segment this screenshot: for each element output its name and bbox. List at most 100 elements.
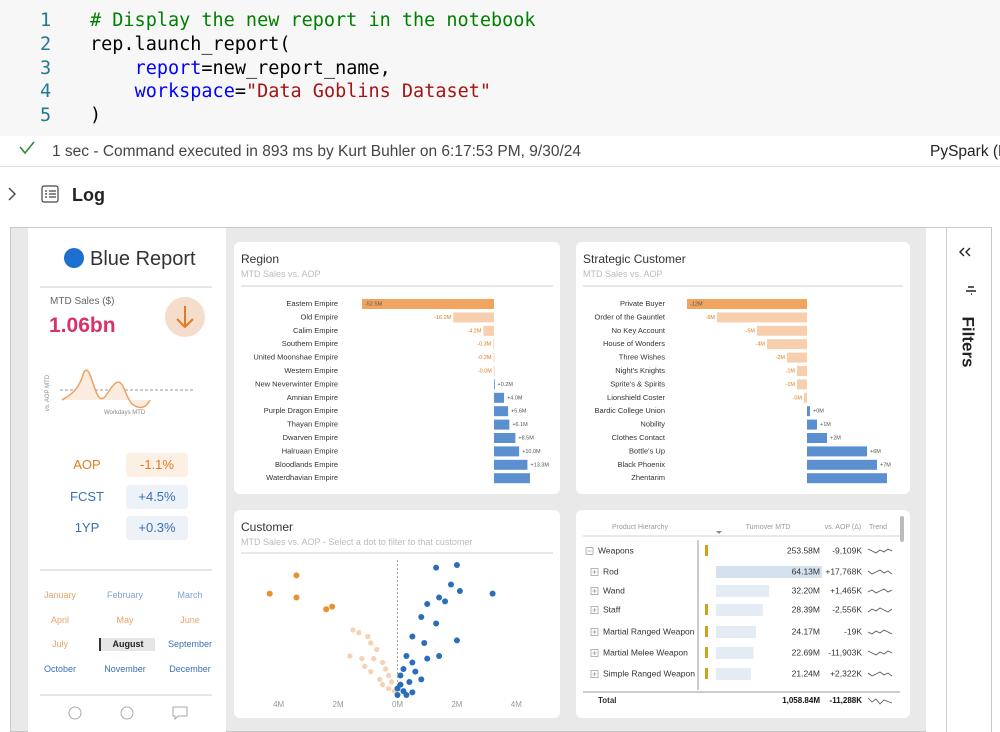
scatter-point[interactable]: [397, 681, 404, 688]
month[interactable]: May: [116, 614, 134, 625]
expand-box[interactable]: [590, 606, 599, 614]
info-icon[interactable]: [68, 706, 82, 720]
scatter-point[interactable]: [409, 659, 416, 666]
scatter-point[interactable]: [453, 562, 460, 568]
value-label: -1M: [786, 382, 796, 388]
category-label: Private Buyer: [620, 299, 666, 308]
expand-box[interactable]: [590, 628, 599, 636]
kpi-axis-x: Workdays MTD: [104, 410, 146, 416]
collapse-icon[interactable]: [959, 247, 971, 257]
scatter-point[interactable]: [323, 606, 330, 613]
expand-box[interactable]: [590, 587, 599, 595]
bar: [797, 366, 807, 376]
bar: [493, 379, 495, 390]
month[interactable]: July: [51, 639, 68, 649]
scatter-point[interactable]: [380, 659, 386, 666]
scatter-point[interactable]: [406, 679, 413, 685]
value-label: +6.1M: [512, 422, 528, 428]
scatter-point[interactable]: [433, 620, 440, 627]
trend-sparkline: [867, 697, 893, 705]
filters-label[interactable]: Filters: [958, 316, 978, 368]
scatter-point[interactable]: [365, 633, 371, 640]
scatter-point[interactable]: [433, 564, 440, 571]
scatter-point[interactable]: [388, 679, 395, 685]
scatter-point[interactable]: [359, 656, 365, 662]
month[interactable]: September: [167, 639, 213, 649]
scatter-point[interactable]: [397, 672, 404, 679]
scatter-point[interactable]: [456, 588, 463, 594]
total-label: Total: [598, 696, 617, 705]
scatter-point[interactable]: [442, 598, 449, 605]
scatter-point[interactable]: [293, 594, 300, 601]
scatter-point[interactable]: [403, 653, 410, 659]
scatter-point[interactable]: [385, 672, 392, 679]
scatter-point[interactable]: [377, 676, 383, 683]
value-label: -4.2M: [467, 328, 481, 334]
comment-icon[interactable]: [172, 706, 188, 721]
scatter-point[interactable]: [403, 692, 410, 698]
scatter-point[interactable]: [266, 590, 273, 597]
scatter-point[interactable]: [489, 590, 496, 597]
scatter-point[interactable]: [383, 666, 389, 672]
scatter-point[interactable]: [385, 685, 392, 692]
line-number: 5: [40, 105, 52, 127]
scatter-point[interactable]: [418, 614, 425, 620]
category-label: Halruaan Empire: [282, 446, 338, 455]
scatter-point[interactable]: [424, 601, 431, 607]
scatter-point[interactable]: [424, 655, 431, 662]
scatter-point[interactable]: [374, 646, 380, 653]
value-label: -12M: [690, 301, 703, 307]
line-number: 3: [40, 57, 52, 79]
collapse-box[interactable]: [585, 547, 594, 555]
scatter-point[interactable]: [380, 682, 386, 688]
scatter-point[interactable]: [418, 676, 425, 683]
scatter-point[interactable]: [436, 594, 443, 601]
scatter-point[interactable]: [356, 630, 362, 636]
turnover-value: 253.58M: [787, 545, 820, 555]
scatter-point[interactable]: [409, 633, 416, 640]
scatter-point[interactable]: [409, 689, 416, 696]
scatter-point[interactable]: [412, 668, 419, 675]
kpi-sparkline: [61, 369, 151, 409]
expand-box[interactable]: [590, 649, 599, 657]
log-label[interactable]: Log: [72, 185, 105, 205]
scatter-point[interactable]: [347, 653, 353, 659]
scatter-point[interactable]: [436, 653, 443, 659]
bar: [807, 473, 887, 484]
scatter-point[interactable]: [368, 669, 374, 675]
scatter-point[interactable]: [293, 572, 300, 579]
help-icon[interactable]: [120, 706, 134, 720]
month[interactable]: February: [106, 590, 143, 600]
scatter-point[interactable]: [400, 666, 407, 672]
filters-pane[interactable]: [947, 228, 991, 732]
month[interactable]: January: [43, 590, 77, 600]
expand-chevron[interactable]: [8, 187, 16, 201]
delta-value: -19K: [844, 626, 862, 636]
scrollbar[interactable]: [900, 516, 904, 542]
scatter-point[interactable]: [453, 637, 460, 644]
category-label: New Neverwinter Empire: [255, 379, 338, 388]
scatter-point[interactable]: [371, 656, 377, 662]
line-number: 4: [40, 81, 52, 103]
scatter-point[interactable]: [394, 692, 401, 698]
scatter-point[interactable]: [362, 663, 368, 670]
expand-box[interactable]: [590, 670, 599, 678]
value-label: +0.2M: [497, 382, 513, 388]
month[interactable]: November: [104, 663, 146, 674]
expand-box[interactable]: [590, 568, 599, 576]
sort-icon[interactable]: [716, 531, 722, 534]
turnover-bar: [716, 668, 752, 680]
scatter-point[interactable]: [421, 640, 428, 646]
month[interactable]: June: [180, 614, 200, 625]
month[interactable]: March: [177, 590, 203, 600]
month[interactable]: October: [43, 663, 76, 674]
scatter-point[interactable]: [368, 640, 374, 646]
month[interactable]: December: [169, 663, 211, 674]
trend-sparkline: [867, 629, 893, 635]
month[interactable]: April: [50, 614, 69, 625]
scatter-point[interactable]: [350, 627, 356, 633]
scatter-point[interactable]: [447, 581, 454, 588]
scatter-point[interactable]: [329, 603, 336, 610]
filter-icon: [966, 286, 976, 295]
month-selected[interactable]: August: [99, 638, 155, 651]
